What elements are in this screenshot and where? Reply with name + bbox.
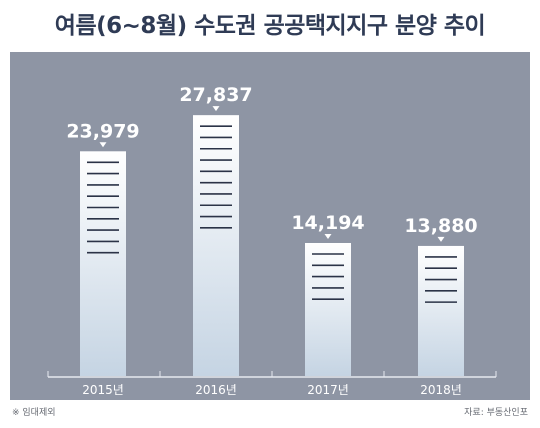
footnote: ※ 임대제외 bbox=[12, 408, 56, 418]
chart-title: 여름(6~8월) 수도권 공공택지지구 분양 추이 bbox=[54, 13, 486, 39]
bar-2018년 bbox=[418, 245, 464, 376]
value-marker bbox=[212, 106, 220, 112]
data-label: 23,979 bbox=[66, 120, 139, 142]
x-tick-label: 2018년 bbox=[420, 383, 462, 397]
bar-2015년 bbox=[80, 151, 126, 376]
x-tick-label: 2015년 bbox=[82, 383, 124, 397]
value-marker bbox=[324, 233, 332, 239]
x-tick-label: 2017년 bbox=[307, 383, 349, 397]
data-label: 13,880 bbox=[404, 215, 477, 237]
data-label: 27,837 bbox=[179, 84, 252, 106]
source-note: 자료: 부동산인포 bbox=[464, 408, 528, 418]
data-label: 14,194 bbox=[291, 212, 364, 234]
bar-2016년 bbox=[193, 115, 239, 377]
bar-2017년 bbox=[305, 242, 351, 376]
value-marker bbox=[99, 142, 107, 148]
x-tick-label: 2016년 bbox=[195, 383, 237, 397]
value-marker bbox=[437, 236, 445, 242]
